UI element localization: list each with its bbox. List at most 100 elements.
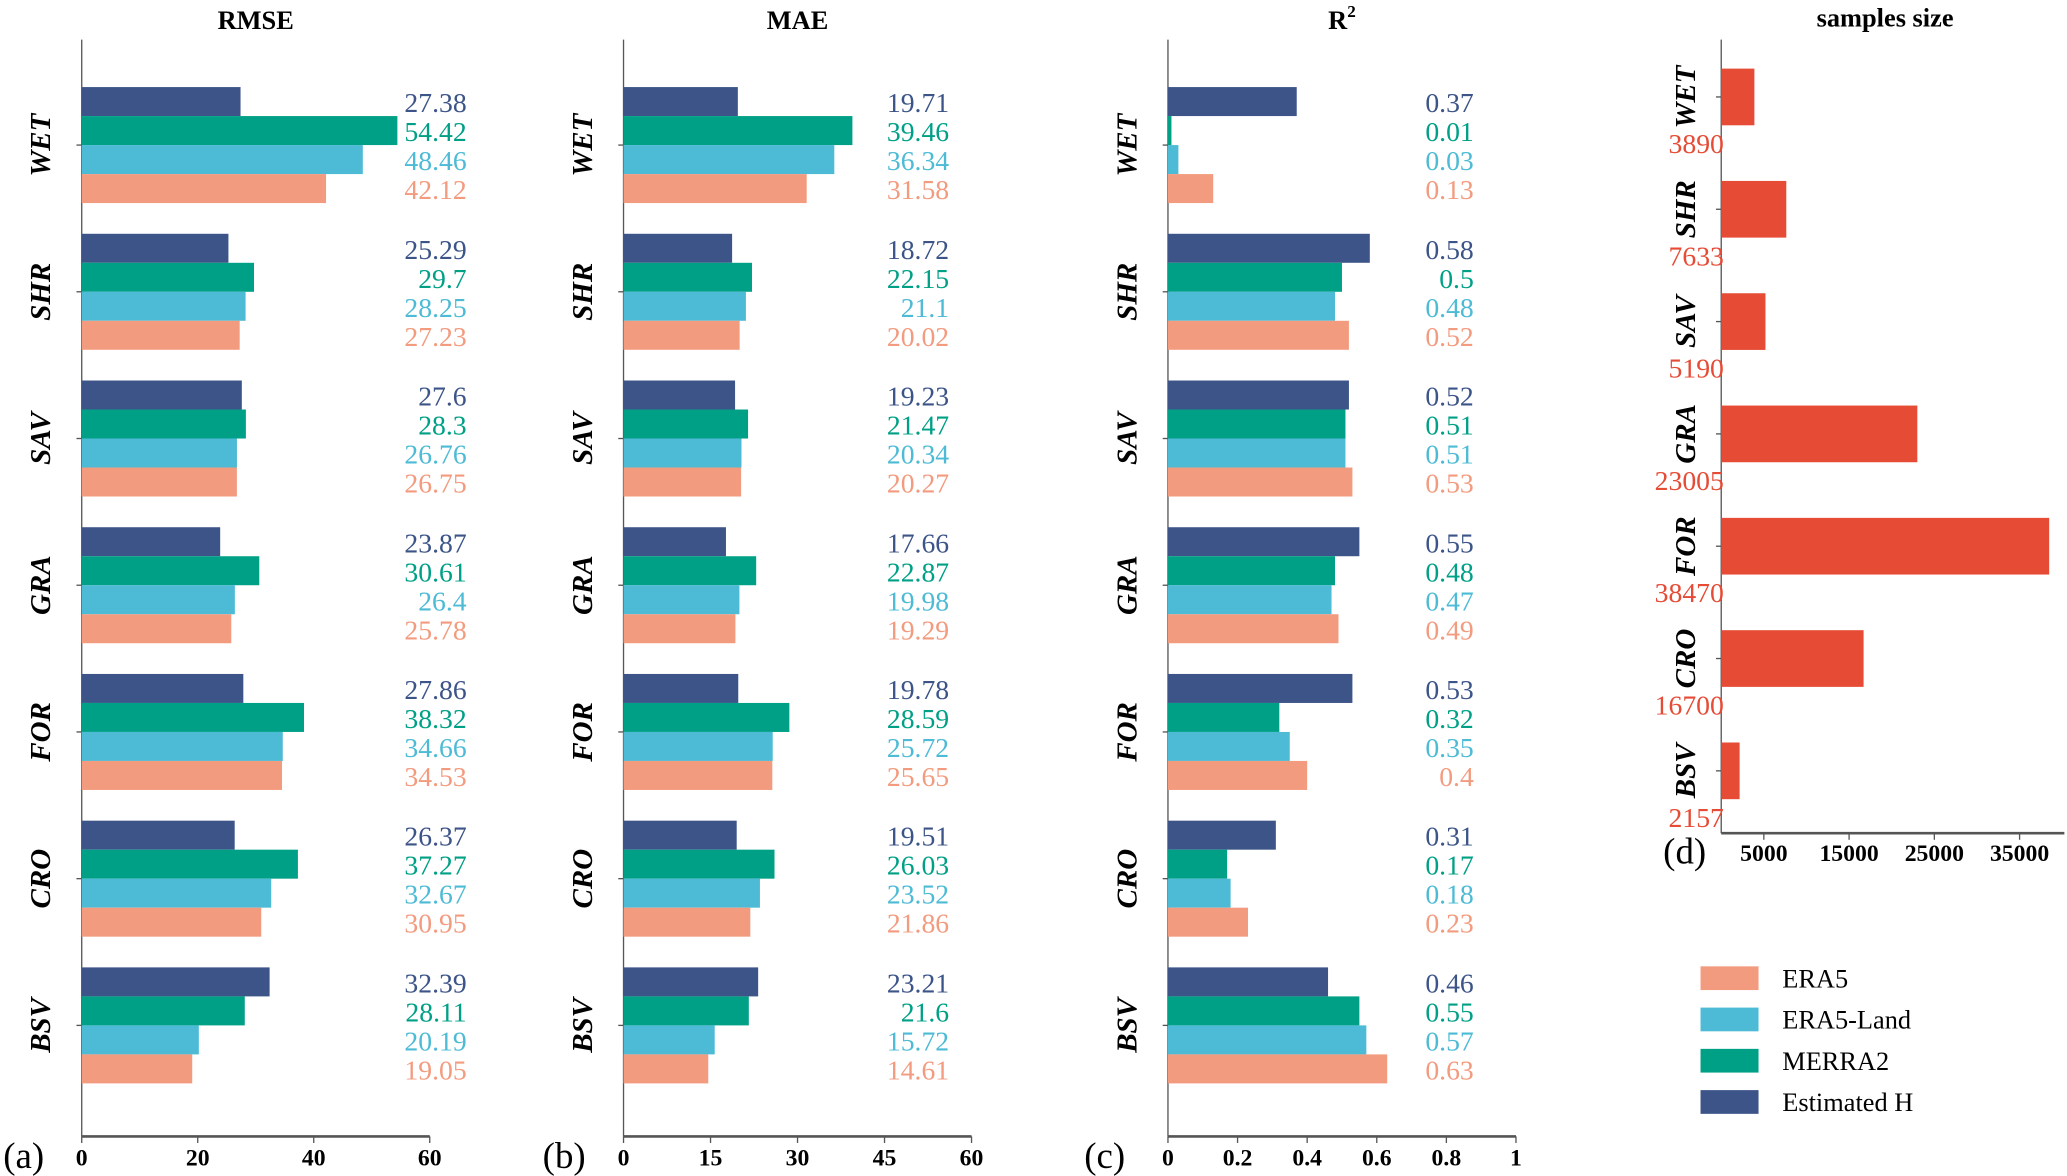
value-label: 26.75 — [404, 468, 466, 499]
category-label: FOR — [1111, 702, 1143, 763]
bar-era5 — [623, 760, 773, 790]
value-label: 36.34 — [887, 145, 949, 176]
value-label: 19.78 — [887, 674, 949, 705]
category-label: SHR — [1670, 180, 1702, 238]
x-tick-label: 30 — [786, 1145, 810, 1171]
bar-era5-land — [81, 145, 363, 175]
x-tick-label: 0.6 — [1362, 1145, 1392, 1171]
value-label: 26.37 — [404, 821, 466, 852]
value-label: 0.52 — [1425, 381, 1473, 412]
bar-era5-land — [623, 1025, 715, 1055]
value-label: 23.87 — [404, 527, 466, 558]
value-label: 34.53 — [404, 761, 466, 792]
legend-swatch — [1700, 1090, 1759, 1114]
bar-era5-land — [81, 291, 246, 321]
bar-merra2 — [623, 409, 749, 439]
category-label: WET — [1670, 64, 1702, 128]
value-label: 0.48 — [1425, 292, 1473, 323]
value-label: 25.78 — [404, 614, 466, 645]
category-label: CRO — [25, 849, 57, 909]
bar-estimated-h — [81, 820, 235, 850]
value-label: 21.47 — [887, 410, 949, 441]
value-label: 0.03 — [1425, 145, 1473, 176]
legend-label: Estimated H — [1782, 1088, 1913, 1117]
bar-estimated-h — [623, 527, 726, 557]
legend-item: MERRA2 — [1700, 1047, 1889, 1076]
value-label: 20.27 — [887, 468, 949, 499]
bar-merra2 — [623, 556, 757, 586]
category-label: SHR — [1111, 263, 1143, 321]
bar-samples — [1721, 405, 1918, 463]
bar-estimated-h — [1167, 820, 1276, 850]
bar-era5 — [81, 907, 262, 937]
panel-title: RMSE — [218, 6, 294, 35]
x-tick-label: 35000 — [1990, 841, 2049, 867]
bar-merra2 — [81, 996, 245, 1026]
value-label: 0.18 — [1425, 879, 1473, 910]
bar-estimated-h — [1167, 967, 1329, 997]
bar-era5 — [623, 467, 742, 497]
value-label: 26.03 — [887, 850, 949, 881]
bar-merra2 — [1167, 849, 1228, 879]
bar-era5 — [1167, 174, 1214, 204]
legend-swatch — [1700, 1007, 1759, 1032]
value-label: 19.98 — [887, 585, 949, 616]
category-label: FOR — [25, 702, 57, 763]
bar-merra2 — [623, 849, 775, 879]
value-label: 28.59 — [887, 703, 949, 734]
value-label: 23.52 — [887, 879, 949, 910]
category-label: GRA — [1111, 555, 1143, 615]
bar-era5-land — [1167, 1025, 1367, 1055]
x-tick-label: 60 — [418, 1145, 442, 1171]
value-label: 22.15 — [887, 263, 949, 294]
title-text: R — [1328, 6, 1348, 35]
value-label: 28.25 — [404, 292, 466, 323]
bar-era5 — [1167, 760, 1308, 790]
bar-era5-land — [81, 1025, 199, 1055]
bar-era5 — [1167, 907, 1249, 937]
value-label: 0.35 — [1425, 732, 1473, 763]
bar-samples — [1721, 68, 1755, 126]
value-label: 32.67 — [404, 879, 466, 910]
bar-merra2 — [81, 116, 398, 146]
value-label: 0.13 — [1425, 174, 1473, 205]
value-label: 20.19 — [404, 1025, 466, 1056]
bar-estimated-h — [1167, 87, 1297, 117]
value-label: 19.29 — [887, 614, 949, 645]
title-text: RMSE — [218, 6, 294, 35]
legend-item: ERA5-Land — [1700, 1006, 1911, 1035]
bar-era5 — [81, 1054, 193, 1084]
value-label: 0.37 — [1425, 87, 1474, 118]
bar-era5-land — [623, 585, 740, 615]
value-label: 25.65 — [887, 761, 949, 792]
bar-era5-land — [81, 585, 235, 615]
value-label: 18.72 — [887, 234, 949, 265]
value-label: 37.27 — [404, 850, 466, 881]
category-label: WET — [25, 112, 57, 176]
x-tick-label: 5000 — [1740, 841, 1787, 867]
bar-era5-land — [1167, 878, 1231, 908]
panel-label: (a) — [3, 1135, 44, 1176]
bar-era5 — [81, 320, 240, 350]
value-label: 27.38 — [404, 87, 466, 118]
bar-estimated-h — [81, 233, 229, 263]
value-label: 0.63 — [1425, 1054, 1473, 1085]
value-label: 7633 — [1669, 240, 1724, 271]
legend-label: ERA5-Land — [1782, 1006, 1911, 1035]
legend-item: ERA5 — [1700, 964, 1848, 993]
value-label: 26.76 — [404, 439, 466, 470]
x-tick-label: 40 — [302, 1145, 326, 1171]
value-label: 0.47 — [1425, 585, 1474, 616]
x-tick-label: 0 — [618, 1145, 630, 1171]
x-tick-label: 0.8 — [1432, 1145, 1462, 1171]
value-label: 17.66 — [887, 527, 949, 558]
bar-era5-land — [81, 731, 283, 761]
value-label: 5190 — [1669, 353, 1724, 384]
x-tick-label: 15000 — [1819, 841, 1878, 867]
value-label: 0.31 — [1425, 821, 1473, 852]
category-label: FOR — [1670, 516, 1702, 577]
category-label: BSV — [25, 995, 57, 1053]
value-label: 0.5 — [1439, 263, 1474, 294]
